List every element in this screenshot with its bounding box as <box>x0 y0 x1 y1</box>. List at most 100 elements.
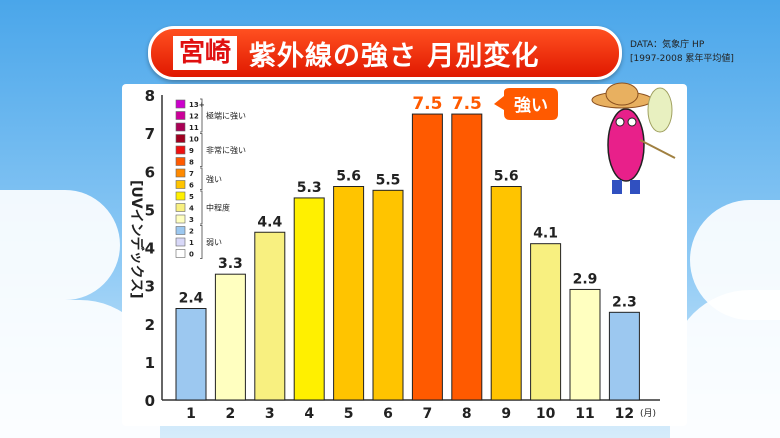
data-label: 5.6 <box>336 169 361 185</box>
x-tick-label: 6 <box>383 406 393 422</box>
legend-swatch <box>175 191 186 201</box>
x-tick-label: 4 <box>304 406 314 422</box>
bar <box>530 243 562 401</box>
y-tick-label: 5 <box>145 201 155 219</box>
y-axis-label: [UVインデックス] <box>128 180 145 299</box>
legend-level: 1 <box>189 239 194 247</box>
net-icon <box>647 87 673 133</box>
data-label: 7.5 <box>412 94 442 114</box>
data-label: 3.3 <box>218 256 243 272</box>
legend-level: 6 <box>189 182 194 190</box>
bar <box>293 197 325 401</box>
legend-swatch <box>175 237 186 247</box>
net-handle <box>639 139 676 159</box>
legend-level: 4 <box>189 205 194 213</box>
legend-level: 11 <box>189 124 199 132</box>
legend-bracket <box>200 133 203 167</box>
y-tick-label: 8 <box>145 87 155 105</box>
x-tick-label: 11 <box>575 406 594 422</box>
source-line1: DATA：気象庁 HP <box>630 40 705 50</box>
source-line2: [1997-2008 累年平均値] <box>630 54 734 64</box>
legend-level: 5 <box>189 193 194 201</box>
data-label: 4.4 <box>257 214 282 230</box>
legend-swatch <box>175 226 186 235</box>
data-label: 5.6 <box>494 169 519 185</box>
x-tick-label: 9 <box>501 406 511 422</box>
legend-swatch <box>175 145 186 155</box>
bar <box>214 273 246 401</box>
legend-bracket <box>200 190 203 225</box>
y-tick-label: 1 <box>145 354 155 372</box>
legend-swatch <box>175 203 186 212</box>
legend-group-label: 極端に強い <box>206 111 246 121</box>
data-label: 2.4 <box>179 291 204 307</box>
mascot-eye <box>627 117 637 127</box>
y-tick-label: 6 <box>145 163 155 181</box>
legend-level: 12 <box>189 113 199 121</box>
legend-level: 13+ <box>189 101 205 109</box>
bar <box>175 308 207 401</box>
legend-group-label: 中程度 <box>206 203 230 213</box>
annotation-bubble <box>494 88 558 120</box>
y-tick-label: 2 <box>145 316 155 334</box>
legend-level: 3 <box>189 216 194 224</box>
data-label: 5.3 <box>297 180 322 196</box>
legend-bracket <box>200 225 203 259</box>
data-label: 2.9 <box>573 271 598 287</box>
x-tick-label: 5 <box>344 406 354 422</box>
legend-swatch <box>175 249 186 258</box>
legend-swatch <box>175 111 186 120</box>
title-banner: 宮崎 紫外線の強さ 月別変化 <box>148 26 622 80</box>
data-label: 4.1 <box>533 226 558 242</box>
legend-level: 0 <box>189 251 194 259</box>
annotation-text: 強い <box>514 95 548 116</box>
y-tick-label: 0 <box>145 392 155 410</box>
legend-level: 8 <box>189 159 194 167</box>
x-tick-label: 1 <box>186 406 196 422</box>
x-tick-label: 2 <box>226 406 236 422</box>
bar <box>490 186 522 401</box>
cloud <box>0 190 120 300</box>
legend-level: 2 <box>189 228 194 236</box>
bar <box>254 231 286 401</box>
legend-swatch <box>175 214 186 224</box>
mascot-eye <box>615 117 625 127</box>
y-tick-label: 7 <box>145 125 155 143</box>
bar <box>608 311 640 401</box>
legend-bracket <box>200 167 203 190</box>
data-label: 2.3 <box>612 294 637 310</box>
legend-swatch <box>175 157 186 166</box>
data-label: 7.5 <box>452 94 482 114</box>
legend-group-label: 強い <box>206 174 222 184</box>
legend-swatch <box>175 180 186 189</box>
legend-swatch <box>175 134 186 143</box>
mascot-leg <box>612 180 622 194</box>
mascot-leg <box>630 180 640 194</box>
x-axis-unit: (月) <box>640 408 656 419</box>
legend-swatch <box>175 99 186 109</box>
y-tick-label: 3 <box>145 278 155 296</box>
legend-level: 10 <box>189 136 199 144</box>
source-note: DATA：気象庁 HP [1997-2008 累年平均値] <box>630 38 734 66</box>
x-tick-label: 3 <box>265 406 275 422</box>
bar <box>333 186 365 401</box>
x-tick-label: 10 <box>536 406 556 422</box>
bar <box>451 113 483 401</box>
title-city: 宮崎 <box>173 36 238 70</box>
legend-level: 9 <box>189 147 194 155</box>
legend-group-label: 非常に強い <box>206 145 246 155</box>
x-tick-label: 7 <box>423 406 433 422</box>
bar <box>411 113 443 401</box>
legend-level: 7 <box>189 170 194 178</box>
data-label: 5.5 <box>376 172 401 188</box>
mascot-body <box>607 108 645 182</box>
x-tick-label: 12 <box>615 406 634 422</box>
legend-swatch <box>175 122 186 132</box>
legend-swatch <box>175 168 186 178</box>
legend-group-label: 弱い <box>206 238 222 247</box>
bar <box>569 288 601 401</box>
title-main: 紫外線の強さ 月別変化 <box>249 40 540 72</box>
y-tick-label: 4 <box>145 240 155 258</box>
x-tick-label: 8 <box>462 406 472 422</box>
